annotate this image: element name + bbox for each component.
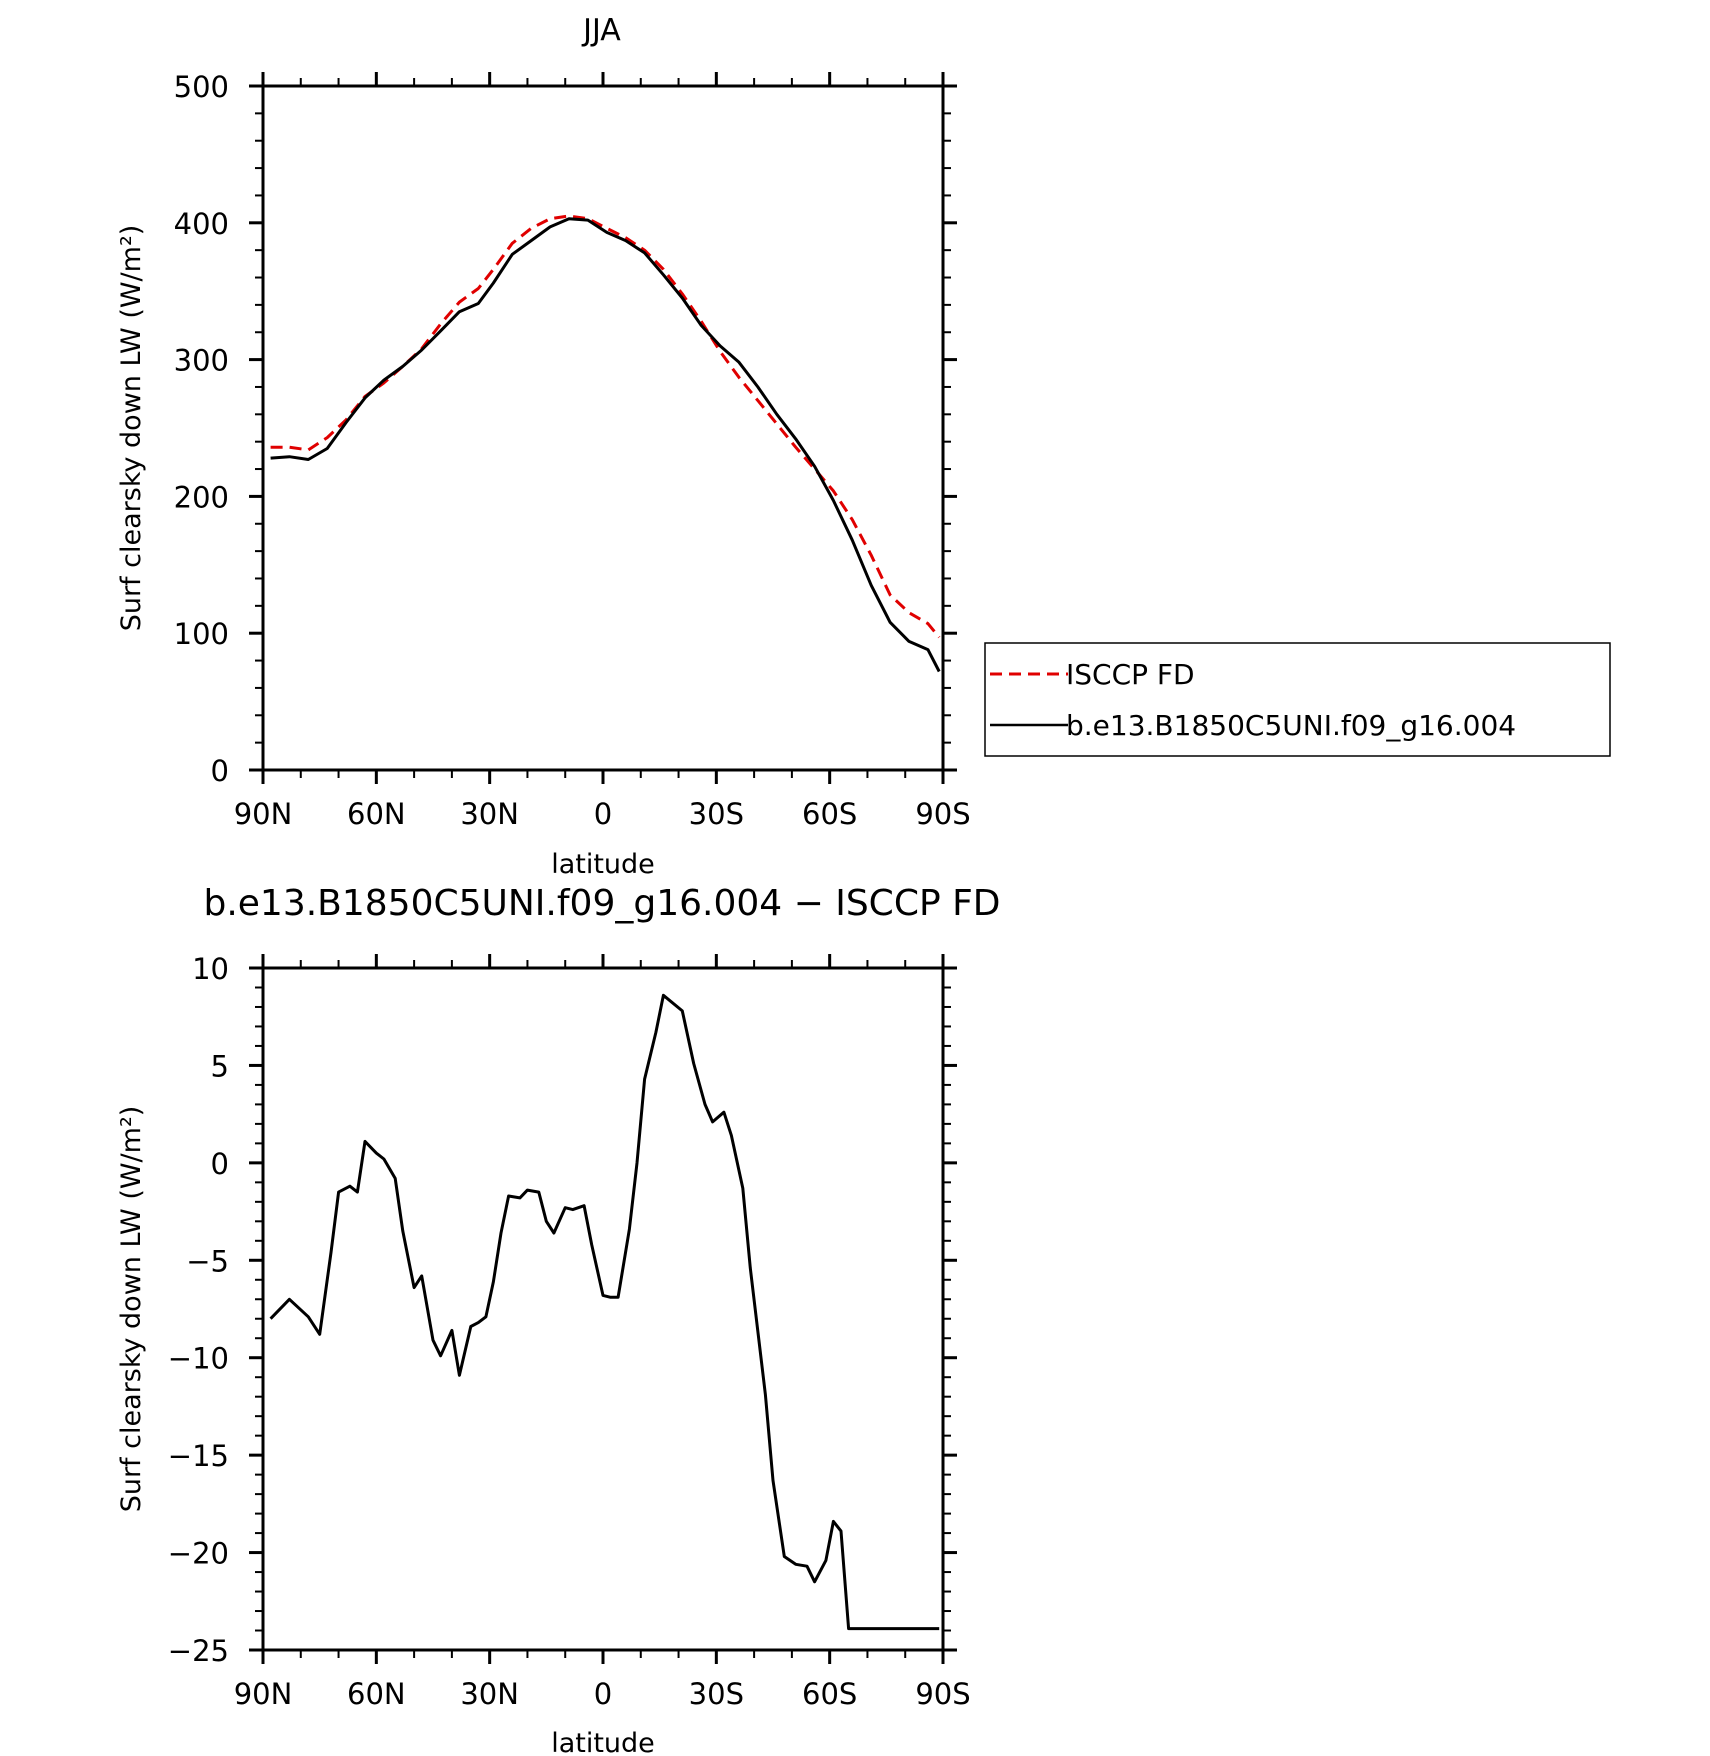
series-line-0: [269, 993, 940, 1631]
x-tick-label: 90N: [234, 1677, 293, 1711]
x-tick-label: 90S: [915, 1677, 970, 1711]
legend-label-isccp: ISCCP FD: [1066, 658, 1195, 691]
x-tick-label: 90S: [915, 797, 970, 831]
x-tick-label: 60N: [347, 1677, 406, 1711]
y-tick-label: 0: [211, 754, 229, 788]
x-tick-labels: 90N 60N 30N 0 30S 60S 90S: [234, 797, 971, 831]
y-tick-labels: 0 100 200 300 400 500: [174, 70, 229, 788]
plot-frame: [261, 84, 945, 772]
x-tick-label: 30S: [689, 797, 744, 831]
series-layer: [269, 993, 940, 1631]
y-tick-label: 0: [211, 1147, 229, 1181]
plot-frame: [261, 966, 945, 1652]
y-axis-label: Surf clearsky down LW (W/m²): [116, 225, 147, 632]
x-tick-label: 60S: [802, 797, 857, 831]
y-tick-label: 200: [174, 480, 229, 514]
x-axis-label: latitude: [551, 849, 655, 880]
y-tick-label: −20: [168, 1537, 229, 1571]
y-tick-label: −10: [168, 1342, 229, 1376]
chart-panel-bottom: b.e13.B1850C5UNI.f09_g16.004 − ISCCP FD …: [116, 883, 1001, 1756]
y-tick-label: −15: [168, 1439, 229, 1473]
y-tick-label: 300: [174, 344, 229, 378]
series-line-1: [270, 217, 941, 673]
y-tick-label: 400: [174, 207, 229, 241]
chart-title: JJA: [581, 13, 621, 48]
x-tick-label: 30N: [460, 1677, 519, 1711]
x-tick-label: 60N: [347, 797, 406, 831]
x-tick-label: 30S: [689, 1677, 744, 1711]
legend: ISCCP FD b.e13.B1850C5UNI.f09_g16.004: [984, 642, 1611, 757]
x-tick-label: 30N: [460, 797, 519, 831]
x-tick-label: 90N: [234, 797, 293, 831]
y-axis-label: Surf clearsky down LW (W/m²): [116, 1106, 147, 1513]
y-tick-label: 500: [174, 70, 229, 104]
legend-label-model: b.e13.B1850C5UNI.f09_g16.004: [1066, 709, 1516, 742]
x-tick-labels: 90N 60N 30N 0 30S 60S 90S: [234, 1677, 971, 1711]
y-tick-label: 5: [211, 1049, 229, 1083]
x-tick-label: 60S: [802, 1677, 857, 1711]
series-line-0: [270, 214, 941, 639]
x-tick-label: 0: [594, 797, 612, 831]
axis-ticks: [249, 954, 957, 1664]
y-tick-label: −5: [186, 1244, 229, 1278]
x-tick-label: 0: [594, 1677, 612, 1711]
chart-panel-top: JJA 90N 60N 30N 0 30S 60S 90S 0 100 200 300 400 500…: [116, 13, 971, 880]
y-tick-label: 10: [192, 952, 229, 986]
chart-title: b.e13.B1850C5UNI.f09_g16.004 − ISCCP FD: [203, 883, 1000, 924]
legend-box: [984, 642, 1611, 757]
y-tick-label: −25: [168, 1634, 229, 1668]
y-tick-label: 100: [174, 617, 229, 651]
y-tick-labels: 10 5 0 −5 −10 −15 −20 −25: [168, 952, 229, 1668]
series-layer: [270, 214, 941, 673]
x-axis-label: latitude: [551, 1728, 655, 1756]
axis-ticks: [249, 72, 957, 784]
